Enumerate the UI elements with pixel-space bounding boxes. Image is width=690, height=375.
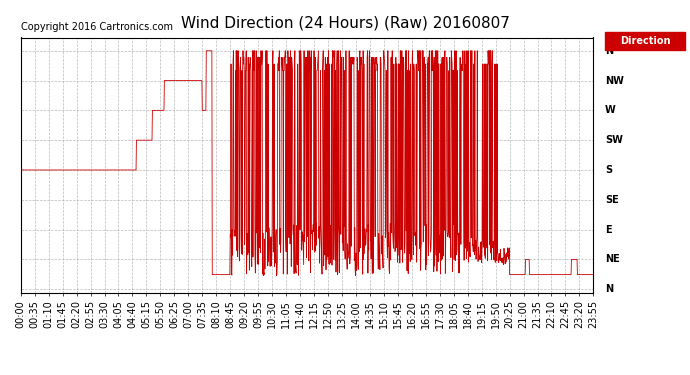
FancyBboxPatch shape	[605, 32, 685, 50]
Text: NW: NW	[605, 75, 624, 86]
Text: SW: SW	[605, 135, 623, 145]
Text: NE: NE	[605, 254, 620, 264]
Text: N: N	[605, 46, 613, 56]
Text: Copyright 2016 Cartronics.com: Copyright 2016 Cartronics.com	[21, 22, 172, 32]
Text: S: S	[605, 165, 612, 175]
Text: N: N	[605, 284, 613, 294]
Text: Direction: Direction	[620, 36, 670, 46]
Text: Wind Direction (24 Hours) (Raw) 20160807: Wind Direction (24 Hours) (Raw) 20160807	[181, 15, 509, 30]
Text: SE: SE	[605, 195, 619, 205]
Text: W: W	[605, 105, 615, 116]
Text: E: E	[605, 225, 611, 235]
